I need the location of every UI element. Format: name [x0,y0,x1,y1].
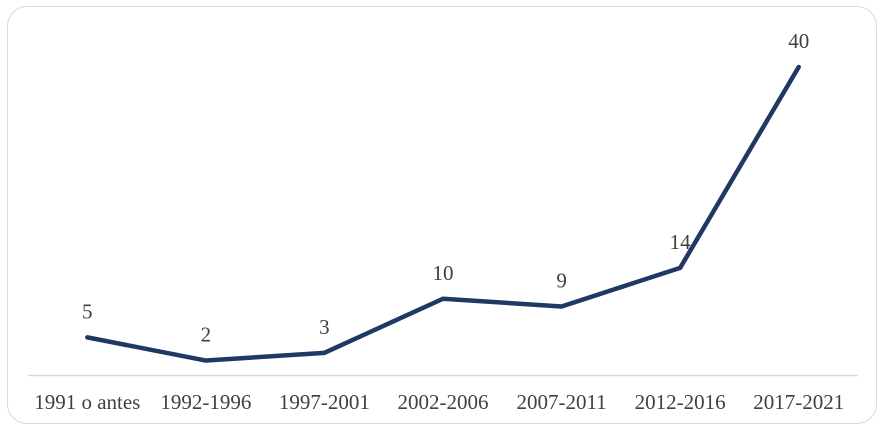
data-label: 2 [201,323,212,347]
x-axis-tick-label: 2007-2011 [516,390,606,414]
chart-frame [7,6,877,424]
x-axis-tick-label: 2017-2021 [753,390,844,414]
x-axis-tick-label: 2012-2016 [635,390,726,414]
data-series-line [85,64,801,363]
data-label: 10 [433,261,454,285]
x-axis-tick-label: 1997-2001 [279,390,370,414]
x-axis-tick-label: 2002-2006 [398,390,489,414]
data-label: 5 [82,299,93,323]
data-label: 14 [670,230,692,254]
data-label: 9 [556,268,567,292]
data-label: 40 [788,29,809,53]
x-axis-tick-label: 1991 o antes [34,390,140,414]
x-axis-tick-label: 1992-1996 [160,390,251,414]
data-label: 3 [319,315,330,339]
